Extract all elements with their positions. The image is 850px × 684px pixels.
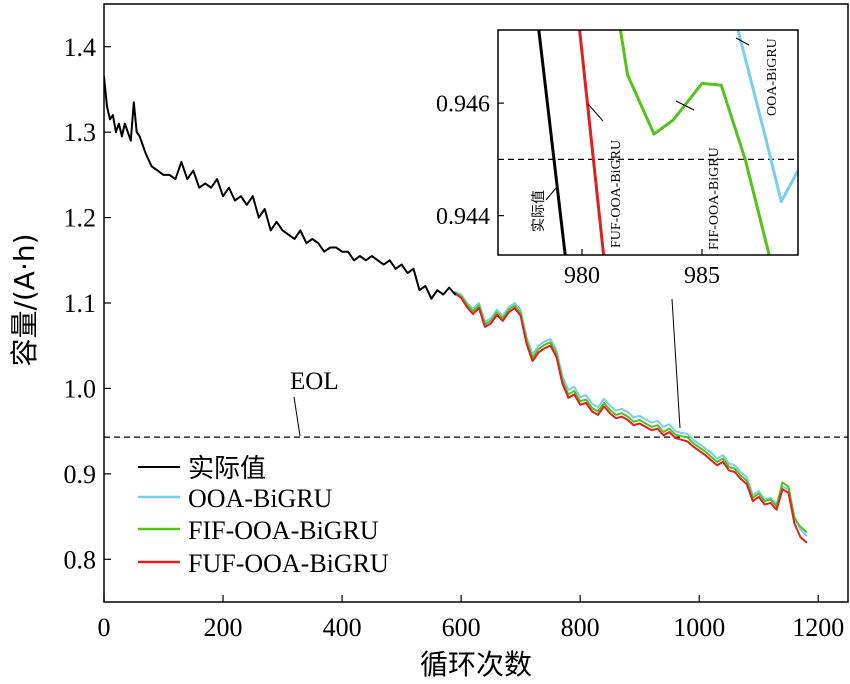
legend-item-fuf-ooa-bigru: FUF-OOA-BiGRU — [138, 549, 389, 578]
inset-x-tick-label: 980 — [564, 263, 600, 289]
main-x-tick-label: 1200 — [792, 613, 844, 642]
eol-leader-line — [293, 396, 301, 437]
legend-label-fuf-ooa-bigru: FUF-OOA-BiGRU — [188, 549, 389, 578]
inset-series-line-1 — [578, 30, 606, 255]
main-series-line-1 — [454, 290, 808, 537]
main-y-tick-label: 1.0 — [64, 375, 97, 404]
main-x-tick-label: 200 — [204, 613, 243, 642]
main-x-tick-label: 800 — [561, 613, 600, 642]
inset-annotation-line-ooa — [735, 37, 750, 46]
inset-annotation-ooa: OOA-BiGRU — [765, 38, 780, 116]
legend-item-fif-ooa-bigru: FIF-OOA-BiGRU — [138, 516, 379, 545]
legend-label-actual: 实际值 — [188, 454, 266, 484]
main-series-line-2 — [454, 291, 808, 533]
main-series-line-0 — [104, 75, 457, 300]
main-series-line-3 — [454, 292, 808, 544]
legend-label-fif-ooa-bigru: FIF-OOA-BiGRU — [188, 516, 379, 545]
main-x-tick-label: 0 — [98, 613, 111, 642]
inset-frame — [497, 29, 799, 256]
inset-annotation-actual: 实际值 — [531, 190, 547, 232]
legend: 实际值 OOA-BiGRU FIF-OOA-BiGRU FUF-OOA-BiGR… — [138, 454, 389, 578]
inset-pointer-line — [671, 298, 681, 429]
inset-annotation-fif: FIF-OOA-BiGRU — [707, 147, 722, 250]
main-x-tick-label: 400 — [323, 613, 362, 642]
main-y-tick-label: 1.4 — [64, 33, 97, 62]
inset-y-tick-label: 0.946 — [436, 92, 490, 118]
legend-item-ooa-bigru: OOA-BiGRU — [138, 484, 333, 513]
inset-series-line-0 — [537, 30, 567, 255]
x-axis-title: 循环次数 — [420, 648, 532, 681]
inset-x-tick-label: 985 — [684, 263, 720, 289]
inset-annotation-line-actual — [545, 187, 557, 201]
main-y-tick-label: 0.9 — [64, 460, 97, 489]
legend-item-actual: 实际值 — [138, 454, 266, 484]
legend-label-ooa-bigru: OOA-BiGRU — [188, 484, 333, 513]
inset-series-line-2 — [618, 30, 771, 255]
inset-plot: 980 985 0.944 0.946 实际值 FUF-OOA-BiGRU FIF-O… — [436, 29, 799, 429]
inset-series-line-3 — [736, 30, 798, 204]
main-plot: 0 200 400 600 800 1000 1200 0.8 0.9 1.0 1.1 1.2 1.3 1… — [64, 3, 849, 642]
inset-annotation-line-fif — [675, 100, 695, 111]
inset-series-group — [537, 30, 798, 255]
eol-label: EOL — [290, 368, 339, 395]
inset-annotation-line-fuf — [587, 103, 604, 122]
main-y-tick-label: 1.1 — [64, 289, 97, 318]
inset-annotation-fuf: FUF-OOA-BiGRU — [609, 140, 624, 248]
main-y-tick-label: 1.3 — [64, 118, 97, 147]
main-x-tick-label: 1000 — [673, 613, 725, 642]
main-x-tick-label: 600 — [442, 613, 481, 642]
y-axis-title: 容量/(A·h) — [8, 233, 41, 366]
main-series-group — [104, 75, 808, 544]
inset-y-tick-label: 0.944 — [436, 204, 490, 230]
inset-axis-ticks: 980 985 0.944 0.946 — [436, 92, 720, 289]
main-y-tick-label: 0.8 — [64, 545, 97, 574]
main-y-tick-label: 1.2 — [64, 204, 97, 233]
main-axis-ticks: 0 200 400 600 800 1000 1200 0.8 0.9 1.0 1.1 1.2 1.3 1… — [64, 33, 845, 642]
